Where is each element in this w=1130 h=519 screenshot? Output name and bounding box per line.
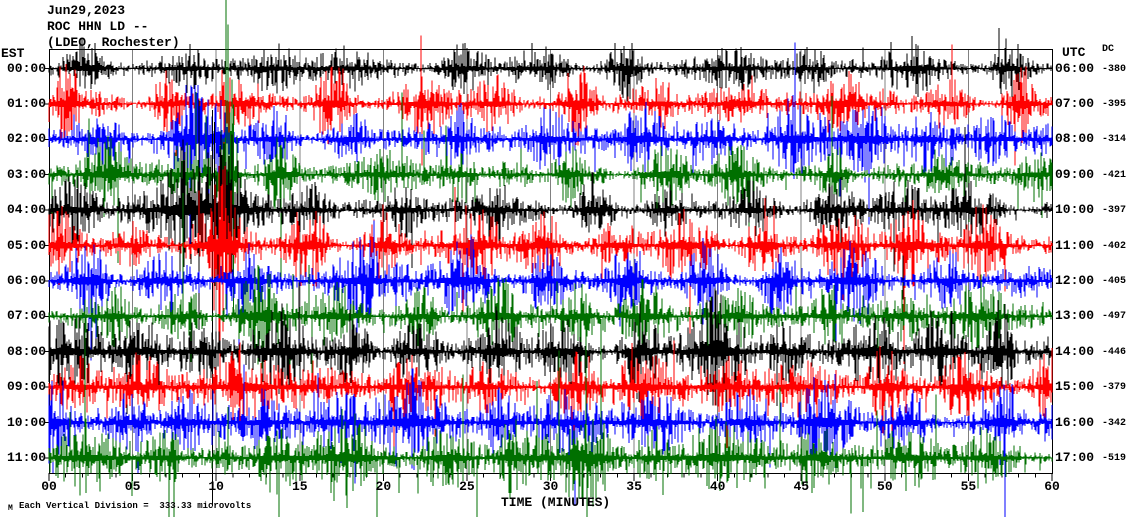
trace-row-02:00	[48, 42, 1053, 254]
x-tick-label-10: 10	[208, 479, 224, 494]
dc-value-13:00: -497	[1102, 311, 1127, 323]
dc-value-15:00: -379	[1102, 382, 1127, 394]
trace-row-11:00	[48, 294, 1053, 517]
scale-note: Each Vertical Division = 333.33 microvol…	[19, 501, 252, 511]
x-tick-label-45: 45	[793, 479, 810, 494]
left-timezone-label: EST	[1, 46, 25, 61]
x-tick-label-00: 00	[41, 479, 57, 494]
trace-row-03:00	[48, 0, 1053, 315]
right-timezone-label: UTC	[1062, 45, 1086, 60]
dc-value-16:00: -342	[1102, 417, 1127, 429]
trace-row-00:00	[48, 28, 1053, 103]
utc-label-17:00: 17:00	[1055, 449, 1095, 465]
x-tick-label-15: 15	[291, 479, 308, 494]
trace-row-06:00	[48, 220, 1053, 361]
x-tick-label-25: 25	[459, 479, 475, 494]
trace-row-08:00	[48, 282, 1053, 414]
est-label-10:00: 10:00	[6, 414, 46, 430]
est-label-03:00: 03:00	[6, 166, 46, 182]
est-label-00:00: 00:00	[6, 60, 46, 76]
utc-label-09:00: 09:00	[1055, 166, 1095, 182]
dc-value-14:00: -446	[1102, 346, 1127, 358]
watermark-glyph: M	[8, 504, 13, 513]
utc-label-06:00: 06:00	[1055, 60, 1095, 76]
dc-value-08:00: -314	[1102, 134, 1127, 146]
utc-label-16:00: 16:00	[1055, 414, 1095, 430]
header-station: ROC HHN LD --	[47, 19, 149, 34]
x-tick-label-55: 55	[960, 479, 977, 494]
utc-label-11:00: 11:00	[1055, 237, 1095, 253]
trace-row-10:00	[48, 364, 1053, 517]
est-label-06:00: 06:00	[6, 272, 46, 288]
utc-label-10:00: 10:00	[1055, 202, 1095, 218]
dc-value-11:00: -402	[1102, 240, 1127, 252]
est-label-02:00: 02:00	[6, 131, 46, 147]
dc-offset-label: DC	[1102, 44, 1115, 55]
x-axis-title: TIME (MINUTES)	[501, 495, 611, 510]
est-label-05:00: 05:00	[6, 237, 46, 253]
x-tick-label-05: 05	[124, 479, 141, 494]
utc-label-07:00: 07:00	[1055, 95, 1095, 111]
dc-value-12:00: -405	[1102, 275, 1127, 287]
x-tick-label-50: 50	[877, 479, 893, 494]
dc-value-17:00: -519	[1102, 452, 1127, 464]
utc-label-15:00: 15:00	[1055, 379, 1095, 395]
est-label-01:00: 01:00	[6, 95, 46, 111]
x-tick-label-60: 60	[1044, 479, 1060, 494]
x-tick-label-35: 35	[626, 479, 642, 494]
utc-label-13:00: 13:00	[1055, 308, 1095, 324]
est-label-04:00: 04:00	[6, 202, 46, 218]
x-tick-label-40: 40	[709, 479, 726, 494]
est-label-11:00: 11:00	[6, 449, 46, 465]
est-label-07:00: 07:00	[6, 308, 46, 324]
dc-value-10:00: -397	[1102, 205, 1127, 217]
est-label-09:00: 09:00	[6, 379, 46, 395]
est-label-08:00: 08:00	[6, 343, 46, 359]
trace-row-09:00	[48, 340, 1053, 457]
trace-row-05:00	[48, 165, 1053, 380]
x-tick-label-30: 30	[542, 479, 559, 494]
dc-value-09:00: -421	[1102, 169, 1127, 181]
x-tick-label-20: 20	[375, 479, 392, 494]
dc-value-07:00: -395	[1102, 98, 1127, 110]
utc-label-12:00: 12:00	[1055, 272, 1095, 288]
header-date: Jun29,2023	[47, 3, 126, 18]
utc-label-08:00: 08:00	[1055, 131, 1095, 147]
trace-row-01:00	[48, 35, 1053, 166]
utc-label-14:00: 14:00	[1055, 343, 1095, 359]
dc-value-06:00: -380	[1102, 63, 1127, 75]
